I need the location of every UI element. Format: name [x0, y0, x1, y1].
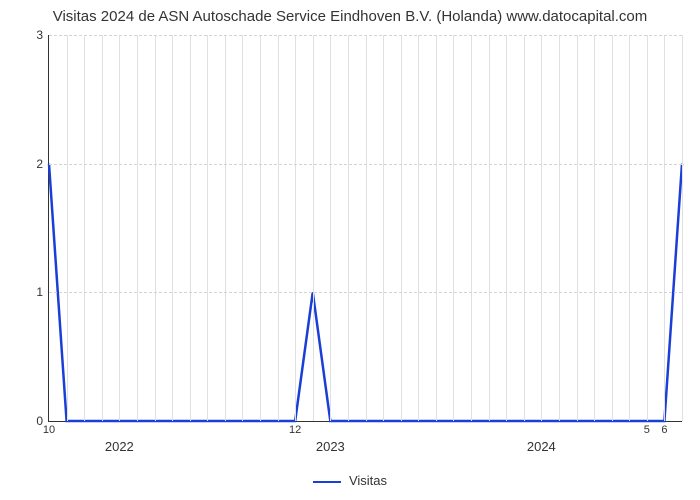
grid-line-vertical — [278, 35, 279, 421]
grid-line-vertical — [102, 35, 103, 421]
grid-line-vertical — [84, 35, 85, 421]
grid-line-vertical — [242, 35, 243, 421]
x-month-label: 10 — [43, 421, 55, 436]
grid-line-horizontal — [49, 292, 682, 293]
x-month-label: 6 — [661, 421, 667, 436]
grid-line-vertical — [629, 35, 630, 421]
y-tick-label: 1 — [36, 285, 49, 299]
grid-line-vertical — [647, 35, 648, 421]
grid-line-vertical — [489, 35, 490, 421]
x-year-label: 2022 — [105, 421, 134, 454]
grid-line-vertical — [418, 35, 419, 421]
x-year-label: 2024 — [527, 421, 556, 454]
grid-line-vertical — [295, 35, 296, 421]
grid-line-vertical — [682, 35, 683, 421]
grid-line-vertical — [664, 35, 665, 421]
grid-line-vertical — [313, 35, 314, 421]
grid-line-vertical — [190, 35, 191, 421]
grid-line-vertical — [506, 35, 507, 421]
plot-area: 0123101256202220232024 — [48, 35, 682, 422]
grid-line-vertical — [436, 35, 437, 421]
x-month-label: 12 — [289, 421, 301, 436]
grid-line-horizontal — [49, 35, 682, 36]
grid-line-vertical — [383, 35, 384, 421]
x-year-label: 2023 — [316, 421, 345, 454]
grid-line-vertical — [172, 35, 173, 421]
grid-line-vertical — [348, 35, 349, 421]
grid-line-vertical — [207, 35, 208, 421]
y-tick-label: 2 — [36, 157, 49, 171]
x-month-label: 5 — [644, 421, 650, 436]
legend-swatch — [313, 481, 341, 483]
grid-line-vertical — [401, 35, 402, 421]
grid-line-vertical — [155, 35, 156, 421]
grid-line-vertical — [225, 35, 226, 421]
y-tick-label: 3 — [36, 28, 49, 42]
legend: Visitas — [0, 473, 700, 488]
grid-line-vertical — [577, 35, 578, 421]
grid-line-vertical — [330, 35, 331, 421]
grid-line-vertical — [453, 35, 454, 421]
grid-line-vertical — [119, 35, 120, 421]
chart-container: Visitas 2024 de ASN Autoschade Service E… — [0, 0, 700, 500]
grid-line-vertical — [260, 35, 261, 421]
legend-label: Visitas — [349, 473, 387, 488]
grid-line-horizontal — [49, 164, 682, 165]
grid-line-vertical — [366, 35, 367, 421]
grid-line-vertical — [137, 35, 138, 421]
chart-title: Visitas 2024 de ASN Autoschade Service E… — [0, 8, 700, 25]
grid-line-vertical — [524, 35, 525, 421]
grid-line-vertical — [67, 35, 68, 421]
grid-line-vertical — [559, 35, 560, 421]
grid-line-vertical — [594, 35, 595, 421]
grid-line-vertical — [541, 35, 542, 421]
grid-line-vertical — [612, 35, 613, 421]
grid-line-vertical — [471, 35, 472, 421]
